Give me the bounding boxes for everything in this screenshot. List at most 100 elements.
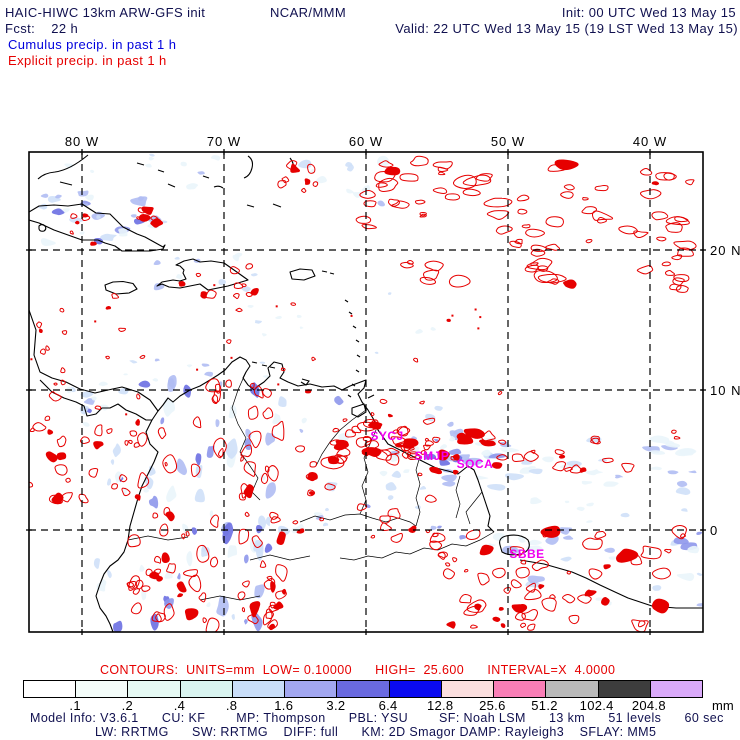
cumulus-precip-patch	[225, 438, 238, 459]
explicit-precip-contour	[48, 494, 63, 505]
country-border-path	[127, 535, 189, 541]
colorbar-cell	[545, 681, 598, 697]
explicit-precip-contour	[153, 555, 162, 564]
explicit-precip-contour	[663, 172, 677, 181]
explicit-precip-contour	[470, 624, 478, 629]
explicit-precip-contour	[533, 270, 558, 284]
cumulus-precip-patch	[231, 613, 235, 621]
explicit-precip-contour	[241, 607, 246, 613]
explicit-precip-contour	[594, 184, 609, 192]
explicit-precip-contour	[475, 173, 493, 182]
explicit-precip-contour	[153, 568, 162, 574]
cumulus-precip-patch	[476, 475, 489, 480]
explicit-precip-contour	[588, 568, 603, 580]
explicit-precip-contour	[558, 454, 566, 459]
explicit-precip-contour	[446, 318, 451, 322]
explicit-precip-mark	[277, 383, 280, 386]
explicit-precip-contour	[196, 544, 210, 563]
explicit-precip-contour	[82, 213, 89, 218]
explicit-precip-contour	[304, 178, 311, 185]
lat-tick-label: 10 N	[710, 383, 740, 398]
explicit-precip-contour	[521, 224, 531, 229]
explicit-precip-contour	[381, 447, 400, 456]
explicit-precip-contour	[547, 278, 560, 285]
cumulus-precip-patch	[195, 453, 202, 466]
contour-info-line: CONTOURS: UNITS=mm LOW= 0.10000 HIGH= 25…	[100, 663, 616, 677]
cumulus-precip-patch	[153, 283, 165, 291]
small-island-path	[367, 394, 375, 399]
explicit-precip-contour	[511, 453, 525, 463]
cumulus-precip-patch	[152, 378, 159, 382]
explicit-precip-contour	[521, 609, 539, 621]
explicit-precip-contour	[312, 181, 319, 187]
cumulus-precip-patch	[696, 572, 703, 577]
explicit-precip-contour	[163, 603, 175, 621]
explicit-precip-contour	[525, 582, 536, 593]
colorbar-units-label: mm	[712, 698, 734, 713]
explicit-precip-contour	[105, 355, 110, 360]
explicit-precip-contour	[438, 171, 446, 176]
explicit-precip-contour	[245, 291, 253, 298]
explicit-precip-contour	[437, 449, 450, 461]
explicit-precip-contour	[209, 556, 219, 568]
explicit-precip-contour	[675, 285, 689, 293]
cumulus-precip-patch	[315, 176, 327, 184]
explicit-precip-contour	[503, 587, 512, 594]
cumulus-precip-patch	[98, 381, 108, 387]
explicit-precip-contour	[419, 400, 425, 405]
model-info-line1: Model Info: V3.6.1 CU: KF MP: Thompson P…	[30, 711, 724, 725]
small-island-path	[347, 394, 352, 398]
small-island-path	[300, 378, 310, 386]
explicit-precip-contour	[429, 466, 443, 475]
explicit-precip-mark	[350, 314, 353, 317]
explicit-precip-contour	[525, 228, 545, 238]
explicit-precip-contour	[319, 517, 325, 522]
cumulus-precip-patch	[676, 480, 688, 488]
explicit-precip-contour	[671, 429, 677, 434]
country-border-path	[415, 455, 421, 527]
cumulus-precip-patch	[176, 458, 188, 476]
forecast-hour-label: Fcst: 22 h	[5, 21, 79, 36]
explicit-precip-contour	[38, 328, 43, 334]
explicit-precip-contour	[233, 282, 244, 289]
explicit-precip-mark	[196, 368, 199, 371]
explicit-precip-contour	[311, 356, 316, 362]
explicit-precip-contour	[538, 584, 545, 590]
explicit-precip-contour	[424, 440, 434, 447]
explicit-precip-contour	[672, 277, 685, 286]
cumulus-precip-patch	[253, 539, 264, 554]
cumulus-precip-patch	[614, 474, 624, 479]
explicit-precip-contour	[238, 528, 250, 545]
explicit-precip-contour	[137, 432, 148, 447]
explicit-precip-contour	[277, 180, 287, 189]
cumulus-precip-patch	[180, 161, 187, 167]
explicit-precip-contour	[141, 206, 154, 215]
cumulus-precip-patch	[144, 476, 154, 490]
cumulus-precip-patch	[138, 380, 151, 388]
cumulus-precip-patch	[112, 443, 121, 458]
explicit-precip-contour	[515, 566, 530, 579]
colorbar-cell	[231, 681, 285, 697]
cumulus-precip-patch	[118, 228, 128, 237]
explicit-precip-contour	[94, 405, 102, 410]
colorbar-cell	[127, 681, 180, 697]
org-label: NCAR/MMM	[270, 5, 347, 20]
explicit-precip-contour	[59, 307, 65, 313]
explicit-precip-contour	[161, 552, 170, 563]
country-border-path	[455, 475, 461, 519]
explicit-precip-contour	[70, 213, 78, 219]
cumulus-precip-patch	[204, 371, 214, 377]
cumulus-precip-patch	[385, 482, 397, 491]
explicit-precip-contour	[390, 532, 403, 543]
explicit-precip-contour	[249, 601, 261, 618]
explicit-precip-contour	[188, 574, 202, 593]
explicit-precip-contour	[133, 442, 140, 448]
explicit-precip-contour	[262, 407, 274, 420]
explicit-precip-contour	[545, 216, 564, 228]
cumulus-precip-patch	[150, 613, 159, 631]
explicit-precip-contour	[479, 544, 494, 556]
coastline-path	[29, 309, 495, 533]
cumulus-precip-patch	[247, 304, 254, 308]
explicit-precip-contour	[269, 601, 276, 609]
cumulus-precip-patch	[675, 487, 691, 495]
